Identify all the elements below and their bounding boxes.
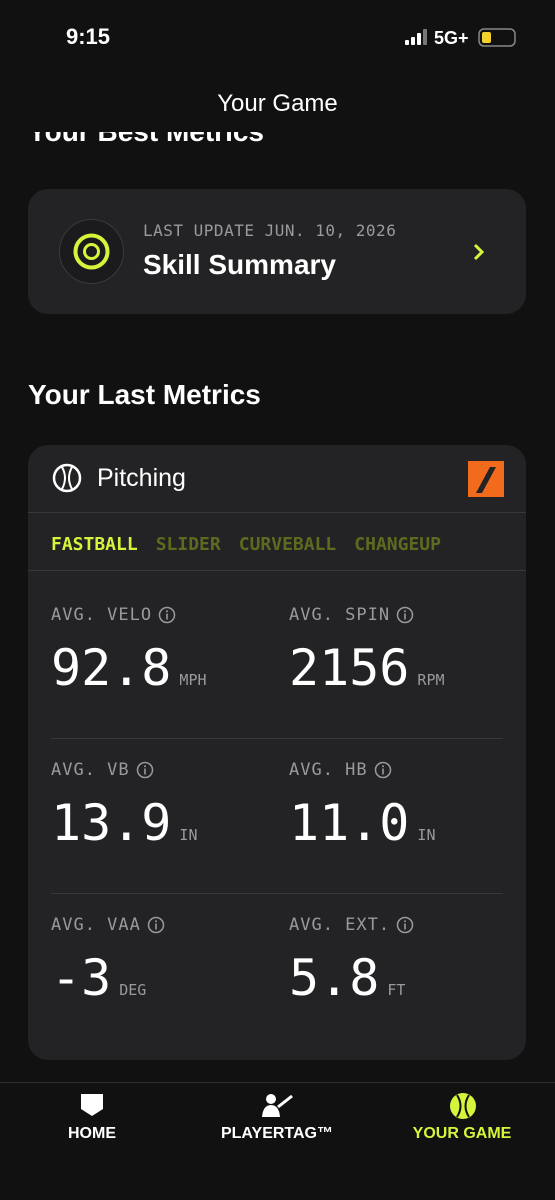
ball-icon xyxy=(52,463,82,493)
metric: AVG. VB 13.9 IN xyxy=(51,760,197,852)
metric: AVG. EXT. 5.8 FT xyxy=(289,915,414,1007)
metric-label-text: AVG. SPIN xyxy=(289,605,391,625)
section-title: Your Best Metrics xyxy=(28,132,264,148)
divider xyxy=(28,570,526,571)
metric: AVG. VAA -3 DEG xyxy=(51,915,165,1007)
metric-label: AVG. VELO xyxy=(51,605,207,625)
nav-your-game[interactable]: YOUR GAME xyxy=(412,1125,512,1142)
metric-unit: RPM xyxy=(417,671,445,689)
info-icon[interactable] xyxy=(158,606,176,624)
metric-unit: IN xyxy=(179,826,198,844)
tabs: FASTBALL SLIDER CURVEBALL CHANGEUP xyxy=(51,534,441,555)
chevron xyxy=(473,243,485,261)
metric-label: AVG. VAA xyxy=(51,915,165,935)
metric-number: -3 xyxy=(51,949,112,1007)
metric-label-text: AVG. VAA xyxy=(51,915,141,935)
section-title: Your Last Metrics xyxy=(28,379,261,410)
metric-label: AVG. SPIN xyxy=(289,605,445,625)
metric-value: 2156 RPM xyxy=(289,639,445,697)
card-title: Skill Summary xyxy=(143,249,336,280)
metric-unit: DEG xyxy=(119,981,147,999)
metric: AVG. HB 11.0 IN xyxy=(289,760,435,852)
metric-value: 13.9 IN xyxy=(51,794,197,852)
metric-value: 5.8 FT xyxy=(289,949,414,1007)
metric-number: 11.0 xyxy=(289,794,410,852)
yourgame-icon xyxy=(450,1093,476,1119)
tab[interactable]: SLIDER xyxy=(155,534,221,555)
tab[interactable]: CHANGEUP xyxy=(354,534,441,555)
metric: AVG. SPIN 2156 RPM xyxy=(289,605,445,697)
metric-label: AVG. EXT. xyxy=(289,915,414,935)
metric-unit: MPH xyxy=(179,671,207,689)
metric-number: 2156 xyxy=(289,639,410,697)
metric: AVG. VELO 92.8 MPH xyxy=(51,605,207,697)
card-title: Pitching xyxy=(97,464,186,492)
info-icon[interactable] xyxy=(396,606,414,624)
metric-value: -3 DEG xyxy=(51,949,165,1007)
metric-value: 92.8 MPH xyxy=(51,639,207,697)
metric-label: AVG. VB xyxy=(51,760,197,780)
scroll-clip: Your Best Metrics xyxy=(0,132,555,162)
metric-label-text: AVG. VB xyxy=(51,760,130,780)
divider xyxy=(28,512,526,513)
header-title: Your Game xyxy=(217,90,338,117)
tab[interactable]: FASTBALL xyxy=(51,534,138,555)
status-time: 9:15 xyxy=(66,24,111,49)
metric-unit: FT xyxy=(387,981,406,999)
info-icon[interactable] xyxy=(396,916,414,934)
pitching-card: Pitching FASTBALL SLIDER CURVEBALL CHANGEUP… xyxy=(28,445,526,1060)
metric-label-text: AVG. VELO xyxy=(51,605,153,625)
info-icon[interactable] xyxy=(147,916,165,934)
info-icon[interactable] xyxy=(374,761,392,779)
metric-number: 92.8 xyxy=(51,639,172,697)
brand-logo xyxy=(468,461,504,497)
home-icon xyxy=(81,1094,103,1116)
skill-summary-card[interactable]: LAST UPDATE JUN. 10, 2026 Skill Summary xyxy=(28,189,526,314)
metric-number: 5.8 xyxy=(289,949,380,1007)
target-icon xyxy=(59,219,124,284)
tab[interactable]: CURVEBALL xyxy=(238,534,337,555)
status-icons xyxy=(405,28,516,47)
metric-label-text: AVG. HB xyxy=(289,760,368,780)
divider xyxy=(51,738,503,739)
nav-playertag[interactable]: PLAYERTAG™ xyxy=(220,1125,333,1142)
metric-value: 11.0 IN xyxy=(289,794,435,852)
card-caption: LAST UPDATE JUN. 10, 2026 xyxy=(143,221,397,240)
nav-home[interactable]: HOME xyxy=(68,1125,116,1142)
status-network: 5G+ xyxy=(434,28,469,48)
nav-border xyxy=(0,1082,555,1083)
metric-label: AVG. HB xyxy=(289,760,435,780)
metric-label-text: AVG. EXT. xyxy=(289,915,391,935)
metric-number: 13.9 xyxy=(51,794,172,852)
metric-unit: IN xyxy=(417,826,436,844)
divider xyxy=(51,893,503,894)
playertag-icon xyxy=(262,1094,293,1117)
info-icon[interactable] xyxy=(136,761,154,779)
